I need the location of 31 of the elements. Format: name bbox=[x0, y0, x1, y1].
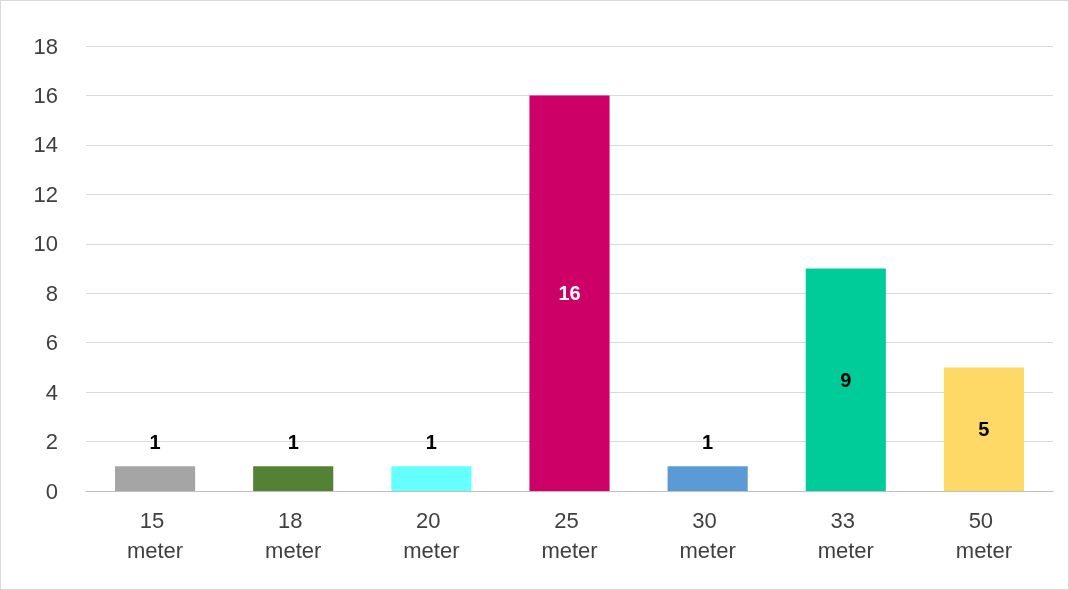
y-tick-label: 18 bbox=[33, 33, 58, 59]
x-tick-label: 20 meter bbox=[403, 507, 460, 563]
x-tick-label: 15 meter bbox=[126, 507, 184, 563]
x-tick-label: 30 meter bbox=[679, 507, 736, 563]
y-tick-label: 10 bbox=[33, 231, 58, 257]
bar bbox=[115, 466, 196, 491]
x-tick-label: 33 meter bbox=[817, 507, 874, 563]
y-tick-label: 4 bbox=[45, 379, 58, 405]
y-tick-label: 8 bbox=[45, 280, 58, 306]
x-tick-label: 18 meter bbox=[265, 507, 322, 563]
bar bbox=[253, 466, 334, 491]
data-label: 9 bbox=[840, 368, 852, 391]
y-tick-label: 12 bbox=[33, 181, 58, 207]
bar bbox=[391, 466, 472, 491]
x-tick-label: 50 meter bbox=[955, 507, 1013, 563]
y-tick-label: 2 bbox=[45, 429, 58, 455]
data-label: 1 bbox=[287, 431, 299, 454]
x-tick-label: 25 meter bbox=[541, 507, 598, 563]
bar bbox=[805, 268, 886, 491]
data-label: 5 bbox=[978, 418, 990, 441]
bar bbox=[943, 367, 1024, 491]
data-label: 16 bbox=[558, 282, 581, 305]
y-tick-label: 6 bbox=[45, 330, 58, 356]
data-label: 1 bbox=[149, 431, 161, 454]
data-label: 1 bbox=[702, 431, 714, 454]
y-tick-label: 0 bbox=[45, 478, 58, 504]
data-label: 1 bbox=[425, 431, 437, 454]
bar bbox=[529, 95, 610, 491]
y-tick-label: 16 bbox=[33, 82, 58, 108]
bar bbox=[667, 466, 748, 491]
y-tick-label: 14 bbox=[33, 132, 58, 158]
